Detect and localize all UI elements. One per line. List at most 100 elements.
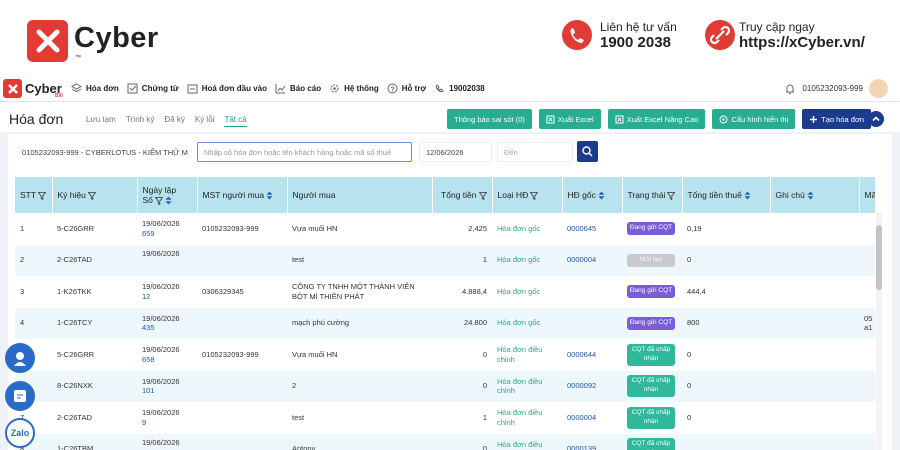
menu-item[interactable]: Hệ thống	[329, 83, 379, 94]
toolbar-button[interactable]: Thông báo sai sót (0)	[447, 109, 532, 129]
button-label[interactable]: Tạo hóa đơn	[821, 114, 865, 124]
scrollbar[interactable]	[876, 213, 882, 450]
table-row[interactable]: 55-C26GRR19/06/20266580105232093-999Vựa …	[15, 339, 875, 371]
tab[interactable]: Tất cả	[224, 115, 247, 127]
toolbar-button[interactable]: Xuất Excel	[538, 109, 601, 129]
menu-item[interactable]: ? Hỗ trợ	[387, 83, 426, 94]
invoice-number[interactable]: 101	[142, 386, 155, 396]
menu-item[interactable]: Hóa đơn	[71, 83, 119, 94]
account[interactable]: 0105232093-999	[802, 84, 863, 93]
filter-icon[interactable]	[478, 191, 487, 200]
table-row[interactable]: 1 5-C26GRR 19/06/2026 659 0105232093-999 Vựa …	[15, 213, 875, 245]
table-row[interactable]: 3 1-K26TKK 19/06/2026 12 0306329345 CÔNG TY T…	[15, 276, 875, 308]
button-label[interactable]: Xuất Excel Nâng Cao	[626, 114, 699, 124]
from-date-text[interactable]: 12/06/2026	[426, 147, 464, 157]
support-icon[interactable]	[5, 343, 35, 373]
contact-phone[interactable]: 1900 2038	[600, 34, 671, 51]
tab[interactable]: Đã ký	[164, 115, 185, 124]
guide-icon[interactable]	[5, 381, 35, 411]
invoice-number[interactable]: 435	[142, 323, 155, 333]
sort-icon[interactable]	[598, 191, 605, 200]
to-date-placeholder[interactable]: Đến	[504, 147, 518, 157]
table-row[interactable]: 2 2-C26TAD 19/06/2026 test 1 Hóa đơn gốc 00000…	[15, 244, 875, 276]
filter-icon[interactable]	[38, 191, 47, 200]
avatar[interactable]	[869, 79, 888, 98]
original[interactable]: 0000092	[567, 381, 597, 391]
header-cell[interactable]: Ngày lập Số	[137, 177, 198, 213]
symbol: 1-K26TKK	[57, 286, 92, 296]
cell: Hóa đơn điều chỉnh	[492, 433, 562, 450]
company[interactable]: 0105232093-999 - CYBERLOTUS - KIỂM THỬ M	[22, 147, 188, 157]
invoice-number[interactable]: 9	[142, 417, 147, 427]
menu-label[interactable]: Chứng từ	[141, 84, 179, 93]
invoice-number[interactable]: 658	[142, 354, 155, 364]
status-badge: CQT đã chấp nhận	[627, 438, 675, 450]
sort-icon[interactable]	[165, 196, 172, 205]
cell: 0	[682, 339, 770, 371]
from-date[interactable]: 12/06/2026	[419, 142, 492, 162]
sort-icon[interactable]	[807, 191, 814, 200]
header-cell[interactable]: Tổng tiền	[432, 177, 493, 213]
hotline-number[interactable]: 19002038	[449, 84, 485, 93]
original[interactable]: 0000139	[567, 444, 597, 450]
filter-icon[interactable]	[530, 191, 539, 200]
invoice-number[interactable]: 659	[142, 228, 155, 238]
button-label[interactable]: Cấu hình hiển thị	[731, 114, 789, 124]
scroll-thumb[interactable]	[876, 225, 882, 290]
menu-label[interactable]: Báo cáo	[289, 84, 322, 93]
collapse-button[interactable]	[868, 111, 884, 127]
filter-icon[interactable]	[154, 196, 163, 205]
header-cell[interactable]: Tổng tiền thuế	[682, 177, 771, 213]
table-row[interactable]: 4 1-C26TCY 19/06/2026 435 mạch phú cường 24.8…	[15, 307, 875, 339]
account-box[interactable]: 0105232093-999	[784, 79, 900, 98]
header-cell[interactable]: Mã	[859, 177, 875, 213]
header-cell[interactable]: Ký hiệu	[52, 177, 138, 213]
to-date[interactable]: Đến	[497, 142, 573, 162]
original[interactable]: 0000004	[567, 412, 597, 422]
cell: 800	[682, 307, 770, 339]
tab[interactable]: Lưu tạm	[86, 115, 116, 124]
menu-item[interactable]: Hoá đơn đầu vào	[187, 83, 267, 94]
filter-icon[interactable]	[667, 191, 676, 200]
search-input[interactable]: Nhập số hóa đơn hoặc tên khách hàng hoặc…	[197, 142, 412, 162]
date: 19/06/2026	[142, 219, 180, 228]
header-cell[interactable]: STT	[15, 177, 53, 213]
toolbar-button[interactable]: Cấu hình hiển thị	[712, 109, 796, 129]
invoice-number[interactable]: 12	[142, 291, 151, 301]
zalo-button[interactable]: Zalo	[5, 418, 35, 448]
hotline[interactable]: 19002038	[434, 83, 485, 94]
menu-label[interactable]: Hóa đơn	[86, 84, 119, 93]
header-cell[interactable]: MST người mua	[197, 177, 288, 213]
original[interactable]: 0000645	[567, 223, 597, 233]
header-cell[interactable]: Người mua	[287, 177, 433, 213]
toolbar-button[interactable]: Tạo hóa đơn	[802, 109, 872, 129]
search-button[interactable]	[577, 141, 598, 162]
tab[interactable]: Ký lỗi	[194, 115, 215, 124]
header-cell[interactable]: HĐ gốc	[562, 177, 623, 213]
menu-item[interactable]: Báo cáo	[275, 83, 321, 94]
search-placeholder[interactable]: Nhập số hóa đơn hoặc tên khách hàng hoặc…	[204, 147, 392, 157]
zalo-label[interactable]: Zalo	[10, 428, 30, 438]
menu-item[interactable]: Chứng từ	[127, 83, 179, 94]
header-cell[interactable]: Trạng thái	[622, 177, 683, 213]
menu-label[interactable]: Hệ thống	[344, 84, 379, 93]
symbol: 1-C26TCY	[57, 318, 93, 328]
company-select[interactable]: 0105232093-999 - CYBERLOTUS - KIỂM THỬ M	[15, 142, 190, 162]
original[interactable]: 0000644	[567, 349, 597, 359]
toolbar-button[interactable]: Xuất Excel Nâng Cao	[607, 109, 706, 129]
header-cell[interactable]: Ghi chú	[770, 177, 860, 213]
filter-icon[interactable]	[87, 191, 96, 200]
button-label[interactable]: Thông báo sai sót (0)	[454, 114, 525, 124]
menu-label[interactable]: Hỗ trợ	[401, 84, 427, 93]
button-label[interactable]: Xuất Excel	[557, 114, 594, 124]
menu-label[interactable]: Hoá đơn đầu vào	[201, 84, 267, 93]
original[interactable]: 0000004	[567, 255, 597, 265]
sort-icon[interactable]	[266, 191, 273, 200]
sort-icon[interactable]	[744, 191, 751, 200]
site-url[interactable]: https://xCyber.vn/	[739, 34, 865, 51]
header-cell[interactable]: Loại HĐ	[492, 177, 563, 213]
tab[interactable]: Trình ký	[125, 115, 155, 124]
